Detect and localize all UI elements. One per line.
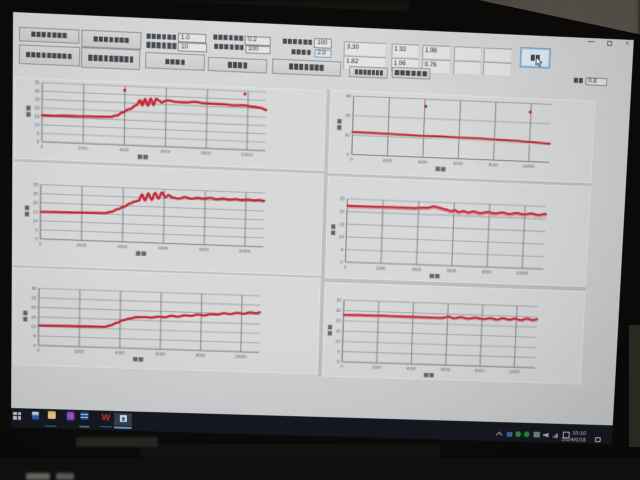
svg-text:5: 5: [33, 334, 36, 340]
svg-text:15: 15: [339, 221, 345, 227]
svg-text:10000: 10000: [240, 152, 253, 157]
svg-text:8000: 8000: [482, 269, 492, 274]
svg-text:5: 5: [36, 130, 39, 136]
svg-text:2000: 2000: [371, 365, 381, 370]
svg-text:20: 20: [31, 305, 37, 311]
svg-text:6000: 6000: [160, 148, 170, 153]
svg-text:30: 30: [34, 88, 40, 94]
svg-text:35: 35: [34, 79, 40, 85]
svg-text:8000: 8000: [195, 353, 205, 358]
svg-text:4000: 4000: [114, 350, 124, 355]
svg-text:20: 20: [32, 201, 38, 207]
svg-text:4000: 4000: [119, 147, 129, 152]
svg-text:5: 5: [35, 228, 38, 234]
svg-text:25: 25: [339, 196, 345, 202]
svg-text:4000: 4000: [417, 159, 427, 164]
svg-text:10: 10: [32, 219, 38, 225]
svg-text:15: 15: [34, 113, 40, 119]
svg-text:5: 5: [337, 349, 340, 355]
svg-text:10: 10: [30, 324, 35, 330]
svg-text:4000: 4000: [411, 267, 421, 272]
svg-text:20: 20: [344, 132, 350, 138]
svg-text:8000: 8000: [199, 247, 209, 252]
svg-text:2000: 2000: [375, 265, 385, 270]
svg-text:6000: 6000: [446, 268, 456, 273]
svg-text:25: 25: [34, 96, 40, 102]
svg-text:10000: 10000: [234, 354, 247, 359]
svg-text:0: 0: [340, 259, 343, 265]
svg-text:4000: 4000: [406, 366, 416, 371]
svg-text:0: 0: [343, 264, 346, 269]
svg-text:6000: 6000: [155, 352, 165, 357]
svg-text:10000: 10000: [508, 369, 520, 374]
svg-text:20: 20: [34, 105, 40, 111]
svg-text:10: 10: [335, 338, 340, 344]
svg-text:60: 60: [345, 93, 351, 99]
svg-text:10: 10: [338, 234, 344, 240]
svg-text:6000: 6000: [453, 160, 463, 165]
svg-text:0: 0: [346, 152, 349, 158]
svg-text:8000: 8000: [475, 368, 485, 373]
svg-text:0: 0: [36, 139, 39, 145]
svg-text:15: 15: [32, 210, 38, 216]
svg-text:25: 25: [32, 191, 38, 197]
svg-text:4000: 4000: [117, 244, 127, 249]
svg-text:10000: 10000: [522, 163, 535, 168]
svg-text:2000: 2000: [78, 145, 88, 150]
svg-text:0: 0: [37, 348, 40, 353]
svg-text:30: 30: [32, 182, 38, 188]
svg-text:0: 0: [336, 359, 339, 365]
svg-text:40: 40: [345, 113, 351, 119]
svg-text:15: 15: [335, 328, 341, 334]
svg-text:10000: 10000: [238, 249, 251, 254]
svg-text:2000: 2000: [74, 349, 84, 354]
svg-text:25: 25: [31, 296, 37, 302]
svg-text:0: 0: [39, 242, 42, 247]
svg-text:30: 30: [336, 297, 342, 303]
svg-text:25: 25: [336, 308, 342, 314]
svg-text:30: 30: [31, 286, 37, 292]
svg-text:0: 0: [40, 144, 43, 149]
svg-text:0: 0: [33, 343, 36, 349]
svg-text:15: 15: [31, 315, 36, 321]
svg-text:8000: 8000: [201, 150, 211, 155]
svg-text:2000: 2000: [382, 158, 392, 163]
svg-text:20: 20: [339, 209, 345, 215]
svg-text:5: 5: [340, 247, 343, 253]
svg-text:6000: 6000: [440, 367, 450, 372]
svg-text:10000: 10000: [516, 270, 528, 275]
svg-text:20: 20: [335, 318, 341, 324]
svg-text:0: 0: [340, 364, 343, 369]
svg-text:0: 0: [350, 156, 353, 161]
svg-text:2000: 2000: [76, 243, 86, 248]
svg-text:0: 0: [35, 237, 38, 243]
svg-text:10: 10: [34, 122, 40, 128]
svg-text:8000: 8000: [488, 162, 498, 167]
svg-text:6000: 6000: [158, 246, 168, 251]
